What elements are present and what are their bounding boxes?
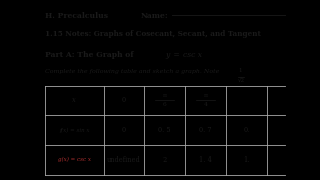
Text: Part A: The Graph of: Part A: The Graph of (45, 51, 136, 59)
Text: Name:: Name: (141, 12, 169, 20)
Text: π: π (204, 93, 208, 98)
Text: 1: 1 (238, 68, 242, 73)
Text: 1. 4: 1. 4 (199, 156, 212, 164)
Text: 2: 2 (163, 156, 167, 164)
Text: g(x) = csc x: g(x) = csc x (58, 157, 91, 162)
Text: 1.: 1. (243, 156, 250, 164)
Text: f(x) = sin x: f(x) = sin x (59, 127, 90, 133)
Text: Complete the following table and sketch a graph. Note: Complete the following table and sketch … (45, 69, 221, 74)
Text: √2: √2 (237, 77, 244, 83)
Text: H. Precalculus: H. Precalculus (45, 12, 108, 20)
Text: =: = (171, 51, 182, 59)
Text: 0. 7: 0. 7 (199, 126, 212, 134)
Text: y: y (165, 51, 169, 59)
Text: 0: 0 (122, 126, 126, 134)
Text: csc x: csc x (183, 51, 202, 59)
Text: 1.15 Notes: Graphs of Cosecant, Secant, and Tangent: 1.15 Notes: Graphs of Cosecant, Secant, … (45, 30, 261, 38)
Text: 6: 6 (163, 102, 167, 107)
Text: 0: 0 (122, 96, 126, 104)
Text: 4: 4 (204, 102, 208, 107)
Text: π: π (163, 93, 167, 98)
Text: 0.: 0. (243, 126, 250, 134)
Text: 0. 5: 0. 5 (158, 126, 171, 134)
Text: undefined: undefined (107, 156, 141, 164)
Text: x: x (72, 96, 76, 104)
